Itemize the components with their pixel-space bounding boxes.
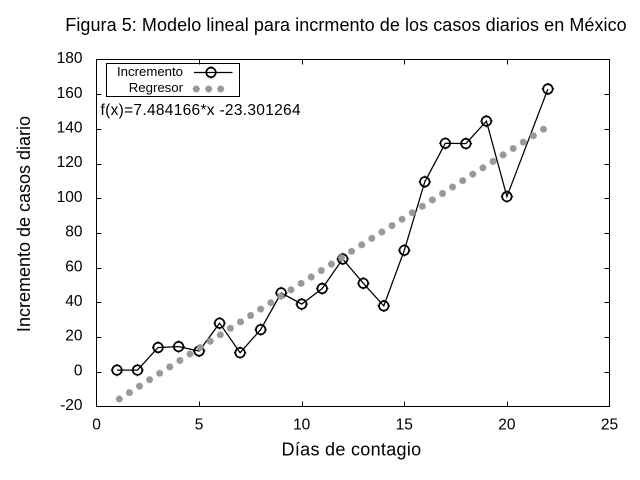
svg-text:60: 60 [65, 258, 83, 275]
svg-text:80: 80 [65, 224, 83, 241]
svg-text:15: 15 [396, 417, 413, 434]
svg-text:10: 10 [293, 417, 311, 434]
svg-text:20: 20 [498, 417, 516, 434]
svg-text:Incremento: Incremento [117, 64, 183, 79]
svg-text:180: 180 [57, 50, 83, 67]
svg-text:100: 100 [57, 189, 83, 206]
svg-text:Figura 5: Modelo lineal para i: Figura 5: Modelo lineal para incrmento d… [65, 15, 626, 35]
svg-text:Días de contagio: Días de contagio [282, 440, 422, 460]
svg-text:25: 25 [601, 417, 618, 434]
svg-text:0: 0 [74, 362, 83, 379]
svg-text:Regresor: Regresor [129, 80, 184, 95]
svg-text:5: 5 [195, 417, 204, 434]
svg-text:120: 120 [57, 154, 83, 171]
svg-text:160: 160 [57, 85, 83, 102]
svg-text:40: 40 [65, 293, 83, 310]
svg-text:140: 140 [57, 120, 83, 137]
svg-text:0: 0 [92, 417, 101, 434]
svg-text:Incremento de casos diario: Incremento de casos diario [14, 116, 34, 332]
svg-text:20: 20 [65, 328, 83, 345]
svg-text:f(x)=7.484166*x -23.301264: f(x)=7.484166*x -23.301264 [101, 102, 301, 119]
svg-text:-20: -20 [60, 397, 83, 414]
